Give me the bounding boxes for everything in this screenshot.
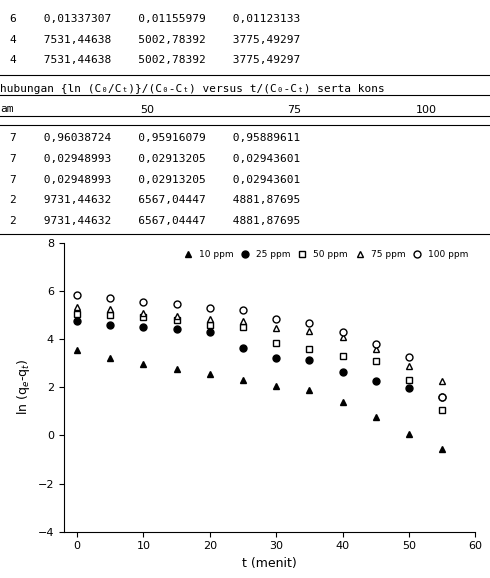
Text: am: am <box>0 104 14 114</box>
Text: 2    9731,44632    6567,04447    4881,87695: 2 9731,44632 6567,04447 4881,87695 <box>10 216 300 226</box>
Text: 100: 100 <box>416 105 437 114</box>
Text: 7    0,02948993    0,02913205    0,02943601: 7 0,02948993 0,02913205 0,02943601 <box>10 154 300 164</box>
X-axis label: t (menit): t (menit) <box>242 557 297 570</box>
Text: 50: 50 <box>140 105 154 114</box>
Text: 75: 75 <box>287 105 301 114</box>
Text: 2    9731,44632    6567,04447    4881,87695: 2 9731,44632 6567,04447 4881,87695 <box>10 195 300 205</box>
Text: 4    7531,44638    5002,78392    3775,49297: 4 7531,44638 5002,78392 3775,49297 <box>10 55 300 65</box>
Text: 7    0,02948993    0,02913205    0,02943601: 7 0,02948993 0,02913205 0,02943601 <box>10 175 300 184</box>
Y-axis label: ln (q$_e$-q$_t$): ln (q$_e$-q$_t$) <box>15 359 32 416</box>
Text: 7    0,96038724    0,95916079    0,95889611: 7 0,96038724 0,95916079 0,95889611 <box>10 133 300 143</box>
Legend: 10 ppm, 25 ppm, 50 ppm, 75 ppm, 100 ppm: 10 ppm, 25 ppm, 50 ppm, 75 ppm, 100 ppm <box>176 247 471 262</box>
Text: hubungan {ln (C₀/Cₜ)}/(C₀-Cₜ) versus t/(C₀-Cₜ) serta kons: hubungan {ln (C₀/Cₜ)}/(C₀-Cₜ) versus t/(… <box>0 84 385 94</box>
Text: 4    7531,44638    5002,78392    3775,49297: 4 7531,44638 5002,78392 3775,49297 <box>10 35 300 45</box>
Text: 6    0,01337307    0,01155979    0,01123133: 6 0,01337307 0,01155979 0,01123133 <box>10 14 300 24</box>
